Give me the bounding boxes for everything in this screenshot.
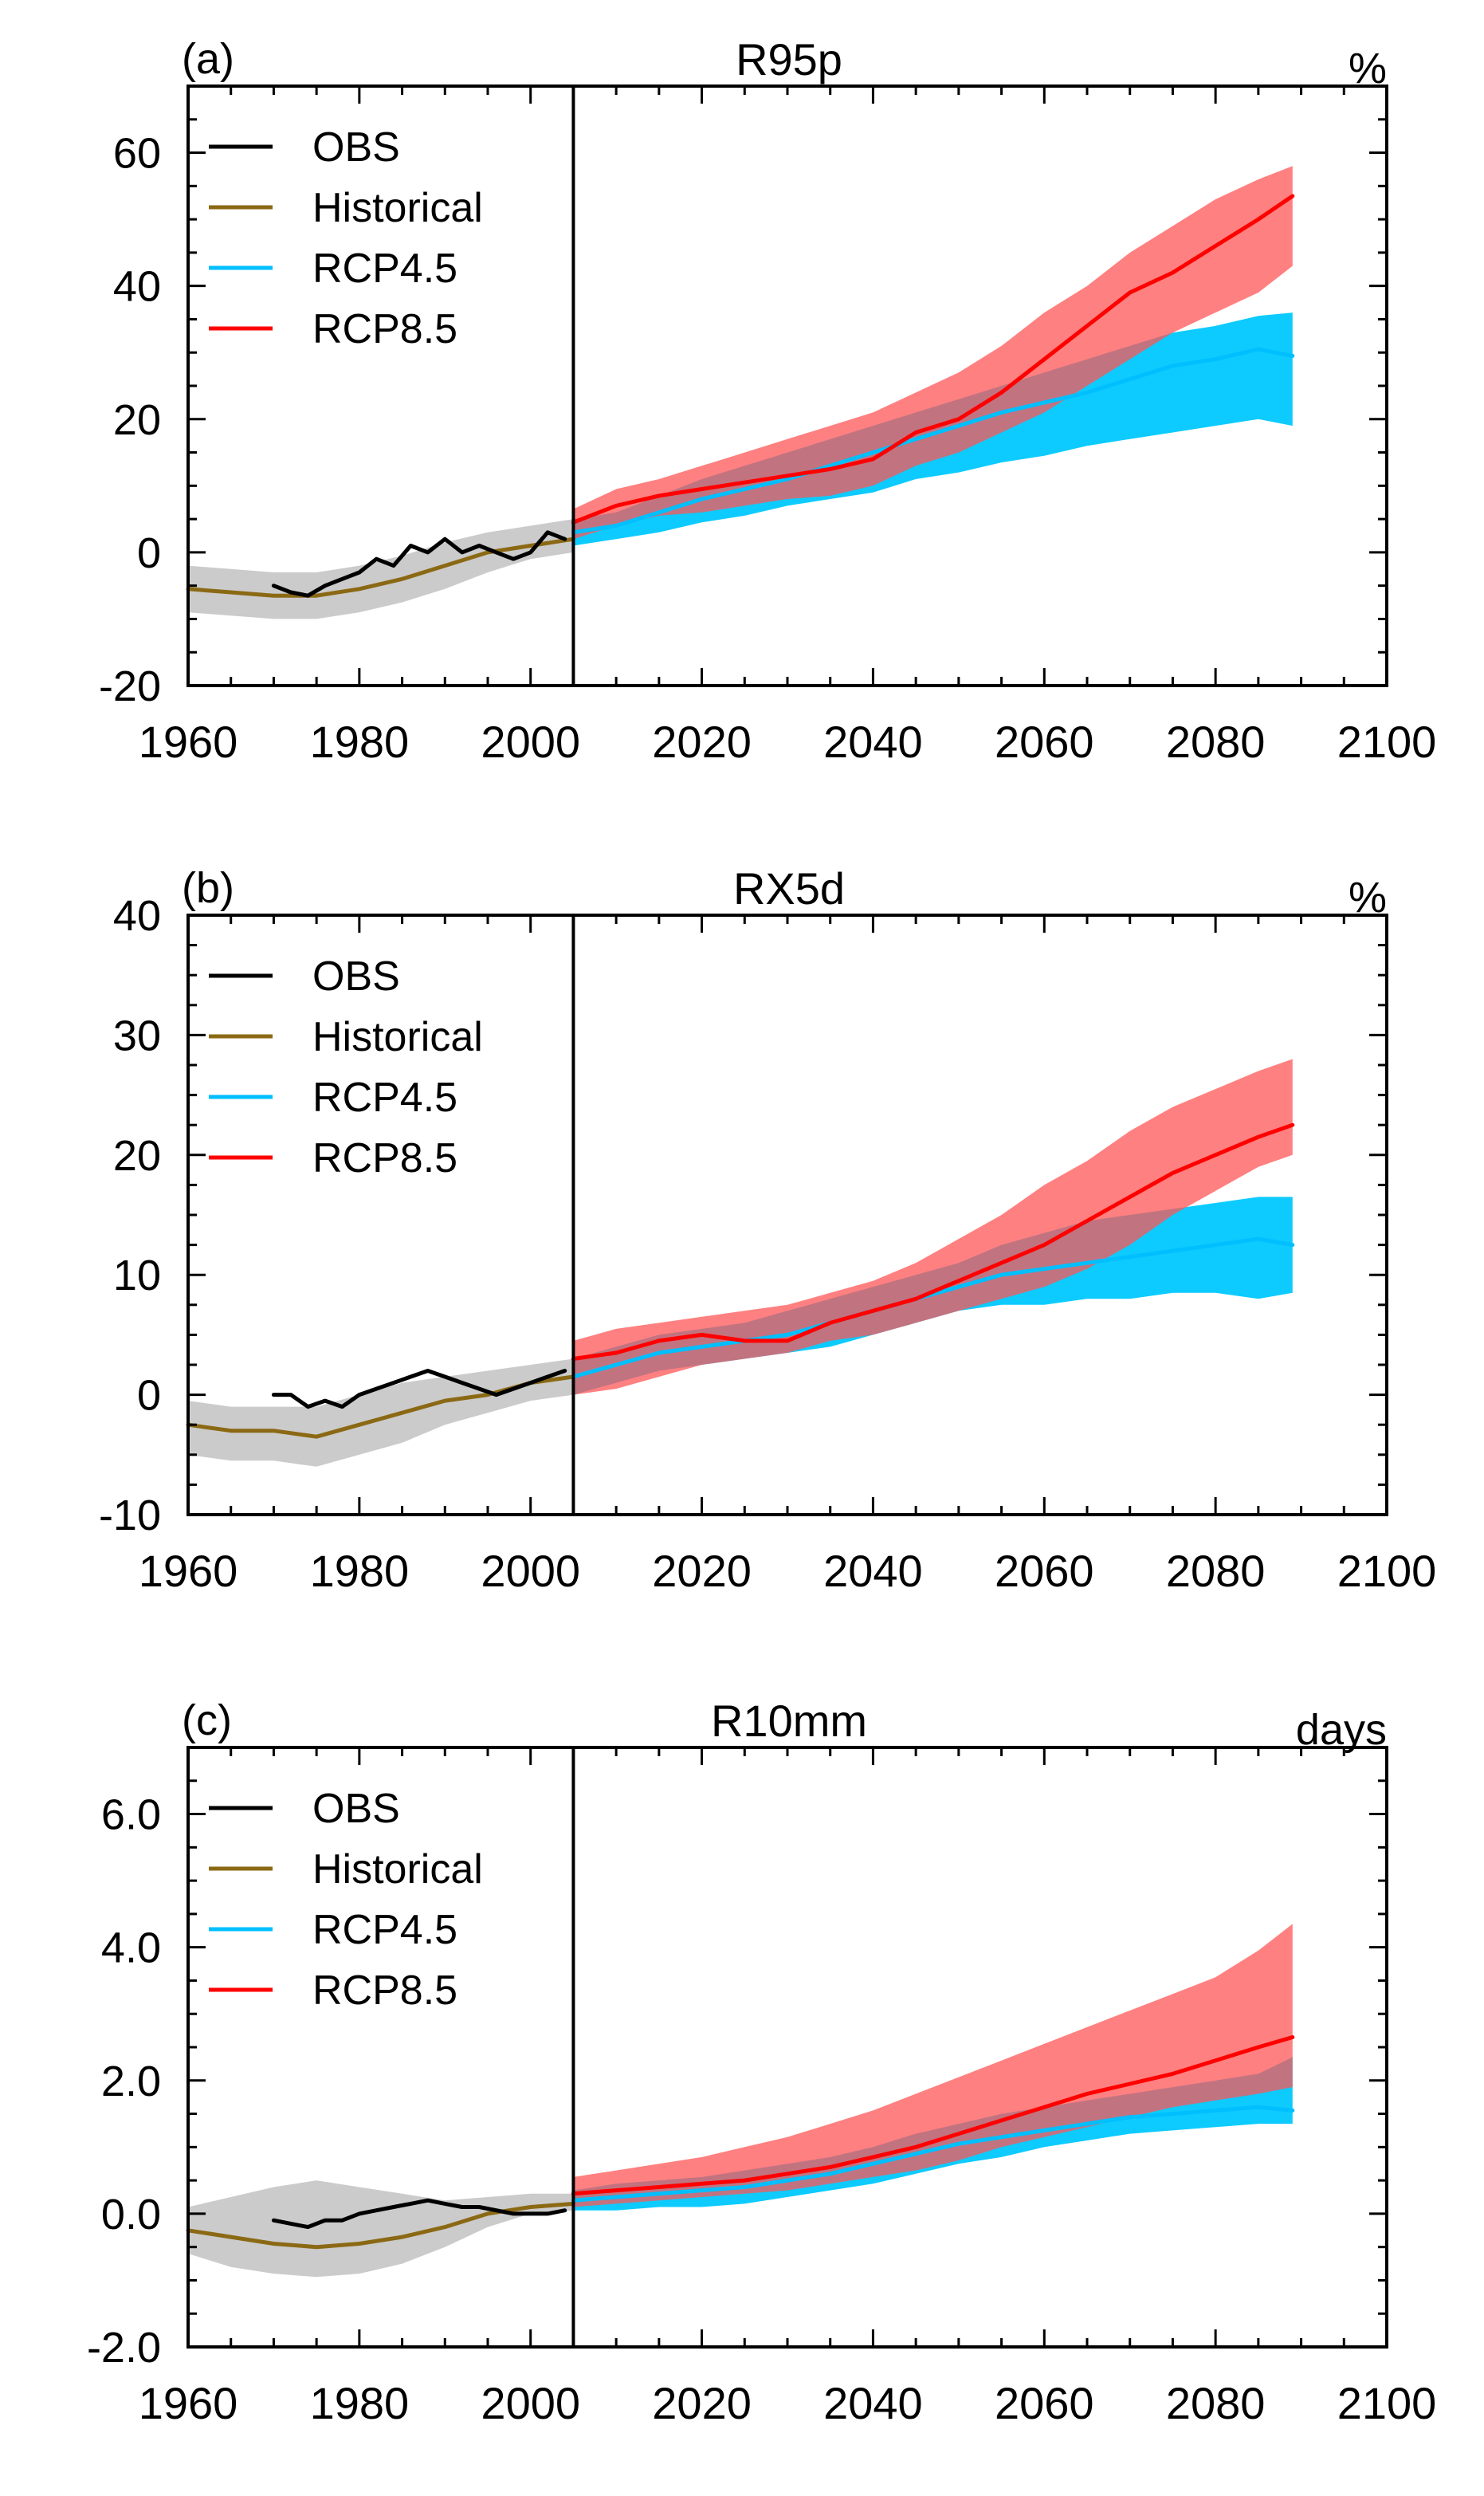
y-tick-label: 40: [113, 263, 161, 311]
panel-3: 1960 1980 2000 2020 2040 2060 2080 2100 -2.0 0.0 2…: [87, 1696, 1436, 2428]
legend-label: RCP4.5: [312, 1907, 457, 1953]
x-tick-label: 2040: [823, 717, 923, 767]
y-tick-label: -10: [99, 1492, 161, 1539]
y-tick-label: 20: [113, 1132, 161, 1180]
legend-label: Historical: [312, 185, 483, 231]
x-tick-label: 2000: [481, 2378, 580, 2428]
series-line-rcp45: [571, 1236, 1295, 1379]
y-tick-label: 0.0: [101, 2191, 161, 2239]
band-historical: [188, 1358, 574, 1467]
legend-label: OBS: [312, 1786, 400, 1832]
band-historical: [188, 2180, 574, 2278]
y-tick-label: 30: [113, 1012, 161, 1059]
panel-label: (b): [182, 864, 234, 912]
x-tick-label: 2100: [1337, 2378, 1437, 2428]
y-tick-label: 6.0: [101, 1791, 161, 1839]
y-tick-label: 2.0: [101, 2058, 161, 2105]
panel-title: R95p: [736, 34, 842, 85]
y-tick-label: -2.0: [87, 2324, 161, 2372]
y-tick-label: 0: [137, 1372, 161, 1420]
series-line-rcp45: [571, 2105, 1295, 2203]
x-tick-label: 2080: [1166, 2378, 1266, 2428]
x-tick-label: 2100: [1337, 717, 1437, 767]
series-line-rcp85: [571, 1122, 1295, 1361]
x-tick-label: 2020: [652, 717, 752, 767]
legend-label: Historical: [312, 1014, 483, 1060]
band-rcp85: [573, 166, 1293, 540]
series-line-obs: [271, 530, 567, 598]
y-tick-label: 20: [113, 396, 161, 444]
series-line-obs: [271, 2198, 567, 2230]
x-tick-label: 2080: [1166, 1546, 1266, 1596]
unit-label: %: [1349, 874, 1387, 922]
series-line-obs: [271, 1369, 567, 1409]
band-rcp85: [573, 1924, 1293, 2207]
panel-1: 1960 1980 2000 2020 2040 2060 2080 2100-2002040…: [99, 34, 1436, 767]
unit-label: days: [1296, 1706, 1387, 1754]
y-tick-label: -20: [99, 662, 161, 710]
band-historical: [188, 519, 574, 619]
series-line-rcp85: [571, 194, 1295, 525]
legend-label: RCP4.5: [312, 246, 457, 292]
series-line-historical: [186, 2201, 575, 2250]
panel-title: RX5d: [733, 863, 845, 914]
y-tick-label: 10: [113, 1252, 161, 1299]
y-tick-label: 4.0: [101, 1924, 161, 1972]
y-tick-label: 40: [113, 892, 161, 940]
legend-label: OBS: [312, 124, 400, 171]
x-tick-label: 2060: [995, 1546, 1094, 1596]
x-tick-label: 2000: [481, 1546, 580, 1596]
legend-label: OBS: [312, 953, 400, 1000]
x-tick-label: 2000: [481, 717, 580, 767]
series-line-rcp45: [571, 347, 1295, 535]
x-tick-label: 2020: [652, 1546, 752, 1596]
legend-label: Historical: [312, 1846, 483, 1893]
x-tick-label: 1980: [310, 1546, 410, 1596]
series-line-rcp85: [571, 2035, 1295, 2196]
x-tick-label: 2080: [1166, 717, 1266, 767]
x-tick-label: 1960: [139, 1546, 238, 1596]
legend-label: RCP8.5: [312, 1135, 457, 1181]
x-tick-label: 2100: [1337, 1546, 1437, 1596]
x-tick-label: 2060: [995, 2378, 1094, 2428]
panel-2: 1960 1980 2000 2020 2040 2060 2080 2100-1001020…: [99, 863, 1436, 1596]
unit-label: %: [1349, 45, 1387, 92]
panel-label: (c): [182, 1696, 232, 1744]
x-tick-label: 1960: [139, 2378, 238, 2428]
x-tick-label: 2020: [652, 2378, 752, 2428]
panel-label: (a): [182, 35, 234, 83]
x-tick-label: 2060: [995, 717, 1094, 767]
y-tick-label: 0: [137, 529, 161, 577]
x-tick-label: 2040: [823, 2378, 923, 2428]
x-tick-label: 1980: [310, 2378, 410, 2428]
legend-label: RCP4.5: [312, 1075, 457, 1121]
y-tick-label: 60: [113, 130, 161, 178]
series-line-historical: [186, 537, 575, 598]
x-tick-label: 1960: [139, 717, 238, 767]
x-tick-label: 2040: [823, 1546, 923, 1596]
x-tick-label: 1980: [310, 717, 410, 767]
panel-title: R10mm: [711, 1696, 867, 1746]
band-rcp85: [573, 1059, 1293, 1395]
legend-label: RCP8.5: [312, 306, 457, 352]
legend-label: RCP8.5: [312, 1967, 457, 2014]
